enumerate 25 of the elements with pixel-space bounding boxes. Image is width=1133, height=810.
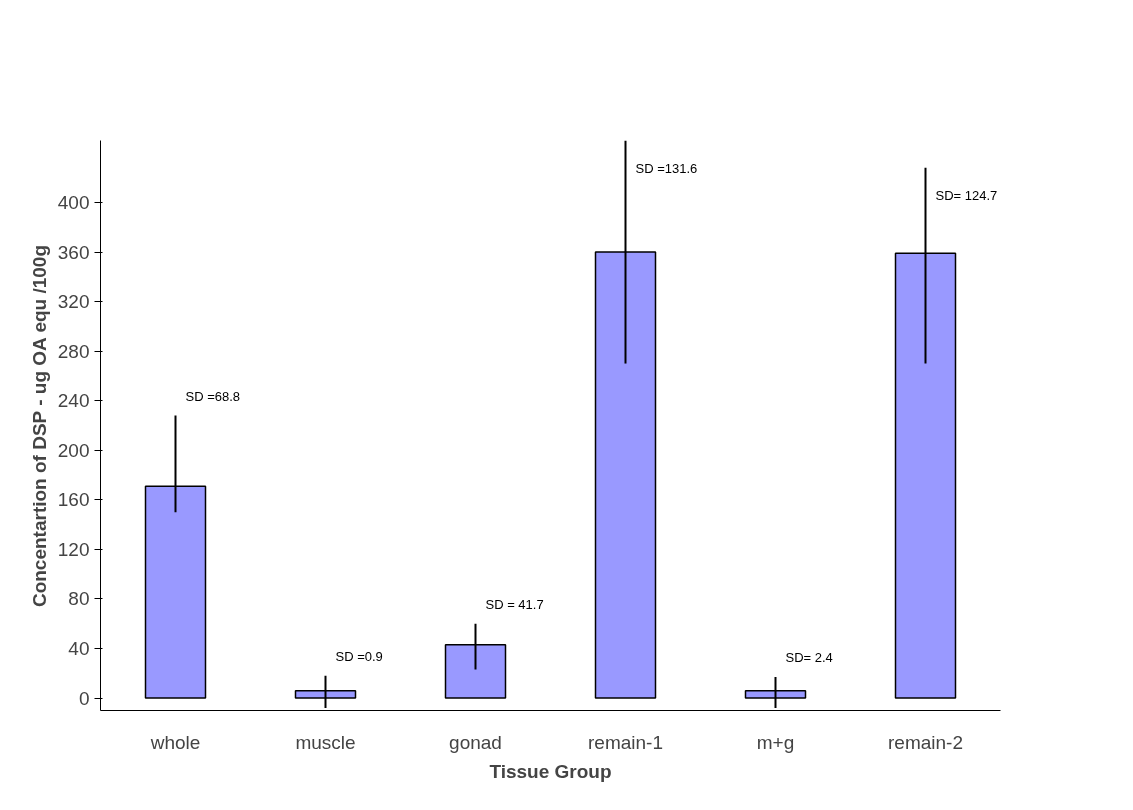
x-axis-title: Tissue Group [489,760,612,782]
y-tick-label: 400 [57,191,90,213]
x-tick-label: muscle [295,731,356,753]
y-axis-title: Concentartion of DSP - ug OA equ /100g [28,244,50,608]
x-tick-label: remain-1 [588,731,663,753]
annotation: SD = 41.7 [485,596,544,612]
annotation: SD= 124.7 [935,187,998,203]
x-tick-label: remain-2 [888,731,963,753]
x-tick-label: gonad [449,731,502,753]
y-tick-label: 320 [57,291,90,313]
y-tick-label: 240 [57,390,90,412]
x-tick-label: whole [149,731,201,753]
y-tick-label: 160 [57,489,90,511]
y-tick-label: 80 [68,588,90,610]
y-tick-label: 0 [78,687,90,709]
y-tick-label: 280 [57,340,90,362]
y-tick-label: 200 [57,439,90,461]
y-tick-label: 120 [57,538,90,560]
x-tick-label: m+g [756,731,795,753]
annotation: SD =68.8 [185,388,241,404]
annotation: SD= 2.4 [785,650,833,666]
annotation: SD =0.9 [335,648,383,664]
y-tick-label: 360 [57,241,90,263]
y-tick-label: 40 [68,638,90,660]
annotation: SD =131.6 [635,160,698,176]
